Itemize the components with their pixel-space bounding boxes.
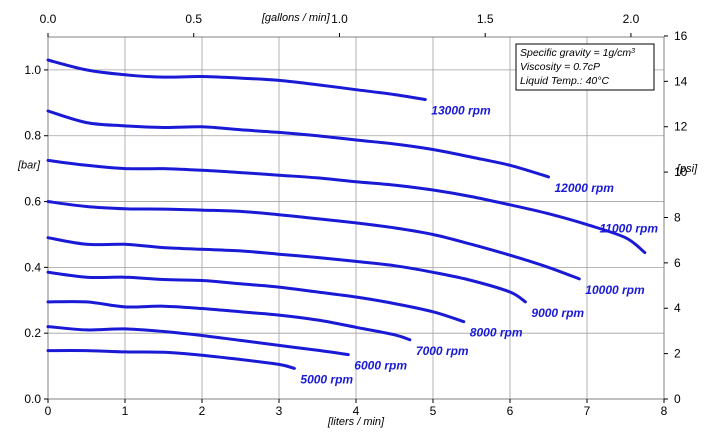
x-bottom-tick-label: 0 [45, 404, 52, 418]
annotation-box-frame [515, 43, 655, 91]
annotation-liquid-temp: Liquid Temp.: 40°C [520, 75, 609, 87]
y-right-tick-label: 10 [674, 165, 688, 179]
rpm-curve [46, 349, 296, 370]
y-right-tick-label: 14 [674, 74, 688, 88]
y-right-axis-label: [psi] [676, 163, 698, 175]
rpm-curve [46, 300, 412, 342]
rpm-series-label: 9000 rpm [531, 306, 584, 320]
y-left-tick-label: 0.2 [24, 326, 41, 340]
y-right-tick-label: 6 [674, 256, 681, 270]
y-right-tick-label: 2 [674, 347, 681, 361]
rpm-series-label: 13000 rpm [431, 104, 491, 118]
rpm-series-label: 5000 rpm [300, 372, 353, 386]
x-bottom-tick-label: 6 [507, 404, 514, 418]
rpm-curve [46, 158, 647, 255]
conditions-annotation: Specific gravity = 1g/cm3 Viscosity = 0.… [515, 43, 655, 91]
y-left-tick-label: 0.8 [24, 129, 41, 143]
rpm-curve [46, 270, 466, 324]
x-bottom-tick-label: 4 [353, 404, 360, 418]
y-left-tick-label: 1.0 [24, 63, 41, 77]
annotation-specific-gravity: Specific gravity = 1g/cm3 [520, 47, 635, 59]
x-bottom-tick-label: 7 [584, 404, 591, 418]
rpm-curve [46, 325, 350, 357]
y-left-axis-label: [bar] [17, 160, 41, 172]
x-bottom-tick-label: 1 [122, 404, 129, 418]
x-bottom-tick-label: 8 [661, 404, 668, 418]
x-top-axis-label: [gallons / min] [261, 12, 331, 24]
x-bottom-axis-label: [liters / min] [327, 416, 385, 428]
y-left-tick-label: 0.6 [24, 195, 41, 209]
tick-layer: 0 1 2 3 4 5 6 7 80.0 0.5 1.0 1.5 2.00.00.20.40.60.81… [24, 12, 687, 418]
rpm-series-label: 6000 rpm [354, 359, 407, 373]
annotation-specific-gravity-text: Specific gravity = 1g/cm [520, 47, 631, 59]
x-top-tick-label: 0.0 [40, 12, 57, 26]
y-right-tick-label: 0 [674, 392, 681, 406]
y-right-tick-label: 12 [674, 120, 688, 134]
x-bottom-tick-label: 2 [199, 404, 206, 418]
grid-layer [48, 37, 664, 399]
y-left-tick-label: 0.4 [24, 260, 41, 274]
x-bottom-tick-label: 3 [276, 404, 283, 418]
rpm-curve [46, 236, 527, 304]
rpm-curve [46, 109, 550, 179]
rpm-series-label: 11000 rpm [600, 222, 659, 236]
x-top-tick-label: 0.5 [185, 12, 202, 26]
x-top-tick-label: 1.0 [331, 12, 348, 26]
y-right-tick-label: 4 [674, 301, 681, 315]
rpm-curve [46, 200, 581, 281]
y-right-tick-label: 16 [674, 29, 688, 43]
x-top-tick-label: 2.0 [623, 12, 640, 26]
rpm-series-label: 12000 rpm [555, 181, 615, 195]
rpm-series-label: 7000 rpm [416, 344, 469, 358]
rpm-curve [46, 58, 427, 101]
x-bottom-tick-label: 5 [430, 404, 437, 418]
y-right-tick-label: 8 [674, 210, 681, 224]
rpm-series-label: 10000 rpm [585, 283, 645, 297]
annotation-superscript: 3 [631, 48, 635, 55]
x-top-tick-label: 1.5 [477, 12, 494, 26]
series-layer [46, 58, 647, 370]
annotation-viscosity: Viscosity = 0.7cP [520, 61, 600, 73]
rpm-series-label: 8000 rpm [470, 326, 523, 340]
y-left-tick-label: 0.0 [24, 392, 41, 406]
